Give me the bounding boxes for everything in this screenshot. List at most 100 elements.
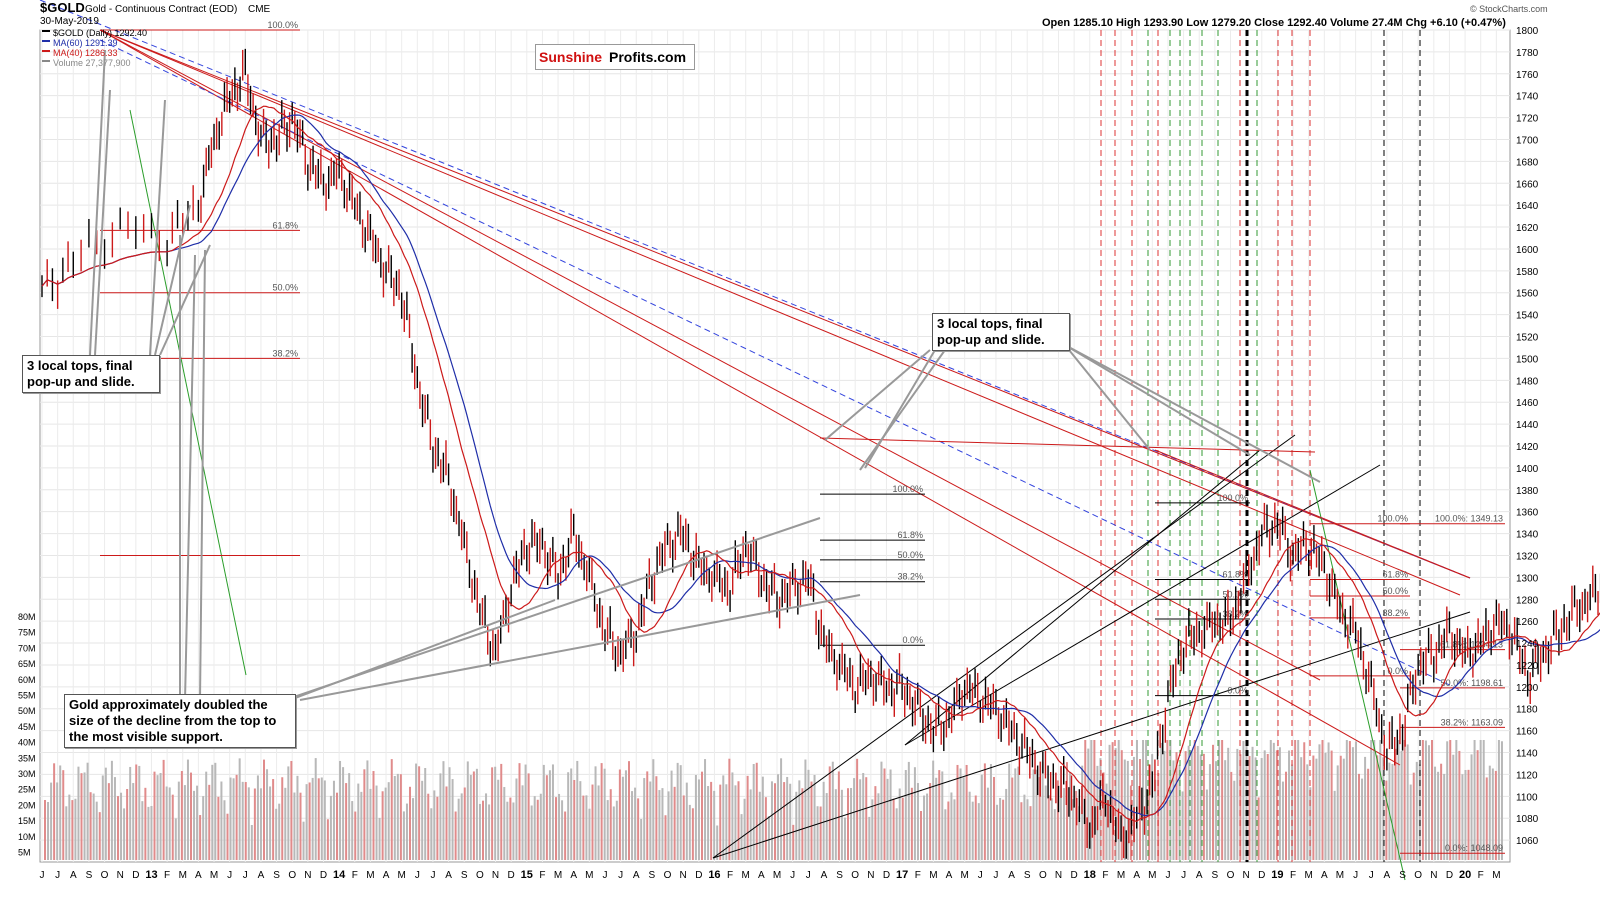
volume-bar bbox=[615, 800, 618, 860]
time-tick-label: N bbox=[867, 870, 874, 881]
volume-bar bbox=[336, 792, 338, 860]
volume-bar bbox=[1500, 741, 1503, 860]
volume-bar bbox=[1415, 761, 1418, 860]
volume-bar bbox=[831, 761, 834, 860]
trend-line bbox=[819, 437, 1316, 453]
legend-label: $GOLD (Daily) 1292.40 bbox=[53, 28, 147, 38]
price-tick-label: 1160 bbox=[1516, 727, 1538, 738]
volume-bar bbox=[387, 782, 390, 860]
time-tick-label: D bbox=[1446, 870, 1453, 881]
volume-bar bbox=[460, 793, 463, 860]
fib-label: 0.0% bbox=[902, 635, 923, 645]
fib-label: 0.0%: 1048.09 bbox=[1445, 843, 1503, 853]
volume-bar bbox=[603, 768, 606, 860]
volume-bar bbox=[482, 800, 484, 860]
time-tick-label: 17 bbox=[896, 869, 908, 881]
time-tick-label: M bbox=[773, 870, 781, 881]
annotation-pointer bbox=[94, 89, 111, 356]
volume-bar bbox=[871, 799, 874, 860]
volume-bar bbox=[1494, 770, 1497, 860]
volume-bar bbox=[129, 766, 132, 860]
volume-tick-label: 75M bbox=[18, 628, 36, 638]
volume-tick-label: 5M bbox=[18, 848, 31, 858]
volume-bar bbox=[259, 788, 262, 860]
volume-bar bbox=[862, 772, 865, 860]
volume-bar bbox=[1224, 760, 1227, 860]
time-tick-label: S bbox=[273, 870, 280, 881]
volume-bar bbox=[1105, 783, 1108, 860]
price-tick-label: 1240 bbox=[1516, 639, 1539, 650]
fib-label: 61.8% bbox=[272, 220, 298, 230]
time-tick-label: A bbox=[570, 870, 577, 881]
volume-bar bbox=[542, 764, 545, 860]
volume-bar bbox=[1303, 742, 1306, 860]
volume-bar bbox=[837, 771, 840, 860]
volume-bar bbox=[439, 773, 442, 860]
volume-bar bbox=[1485, 777, 1488, 860]
volume-bar bbox=[95, 801, 98, 860]
price-tick-label: 1180 bbox=[1516, 705, 1538, 716]
volume-bar bbox=[977, 803, 980, 860]
volume-bar bbox=[530, 805, 533, 860]
volume-bar bbox=[564, 811, 567, 860]
volume-bar bbox=[591, 784, 594, 860]
volume-bar bbox=[594, 766, 597, 860]
volume-bar bbox=[1233, 780, 1236, 860]
annotation-pointer bbox=[289, 599, 556, 701]
volume-bar bbox=[789, 783, 792, 860]
volume-bar bbox=[612, 806, 615, 860]
volume-bar bbox=[910, 787, 913, 860]
volume-bar bbox=[1482, 740, 1485, 860]
price-tick-label: 1460 bbox=[1516, 398, 1539, 409]
volume-bar bbox=[631, 791, 634, 860]
time-tick-label: A bbox=[946, 870, 953, 881]
volume-bar bbox=[235, 774, 238, 860]
volume-bar bbox=[396, 773, 399, 860]
volume-bar bbox=[1367, 768, 1370, 860]
volume-bar bbox=[1047, 795, 1050, 860]
volume-bar bbox=[445, 786, 448, 860]
volume-bar bbox=[1126, 760, 1129, 860]
volume-bar bbox=[451, 779, 454, 860]
volume-bar bbox=[655, 776, 658, 860]
volume-bar bbox=[135, 764, 138, 860]
volume-bar bbox=[89, 792, 92, 860]
volume-bar bbox=[266, 769, 269, 860]
volume-bar bbox=[822, 781, 825, 860]
volume-bar bbox=[1488, 765, 1491, 860]
volume-bar bbox=[1278, 747, 1281, 860]
price-tick-label: 1100 bbox=[1516, 792, 1538, 803]
price-tick-label: 1620 bbox=[1516, 223, 1539, 234]
volume-bar bbox=[1157, 772, 1160, 860]
volume-bar bbox=[1218, 740, 1221, 860]
volume-bar bbox=[77, 766, 80, 860]
fib-label: 100.0% bbox=[267, 20, 298, 30]
volume-bar bbox=[743, 798, 746, 860]
volume-bar bbox=[339, 760, 342, 860]
legend-swatch bbox=[42, 60, 50, 62]
volume-bar bbox=[640, 818, 643, 860]
time-tick-label: J bbox=[415, 870, 420, 881]
volume-bar bbox=[701, 771, 703, 860]
volume-bar bbox=[840, 789, 843, 860]
volume-bar bbox=[281, 777, 284, 860]
volume-bar bbox=[65, 806, 68, 860]
trend-line bbox=[904, 449, 1261, 746]
fib-label: 38.2% bbox=[1382, 608, 1408, 618]
volume-bar bbox=[208, 784, 211, 860]
volume-bar bbox=[320, 777, 323, 860]
time-tick-label: J bbox=[806, 870, 811, 881]
volume-bar bbox=[716, 825, 719, 860]
volume-bar bbox=[980, 774, 983, 860]
fib-label: 100.0%: 1349.13 bbox=[1435, 514, 1503, 524]
price-tick-label: 1600 bbox=[1516, 245, 1539, 256]
volume-tick-label: 10M bbox=[18, 832, 36, 842]
volume-bar bbox=[704, 759, 707, 860]
trend-line bbox=[1154, 449, 1471, 579]
volume-bar bbox=[202, 796, 205, 860]
time-tick-label: O bbox=[1414, 870, 1422, 881]
volume-tick-label: 65M bbox=[18, 659, 36, 669]
time-tick-label: S bbox=[461, 870, 468, 881]
volume-bar bbox=[1281, 781, 1284, 860]
